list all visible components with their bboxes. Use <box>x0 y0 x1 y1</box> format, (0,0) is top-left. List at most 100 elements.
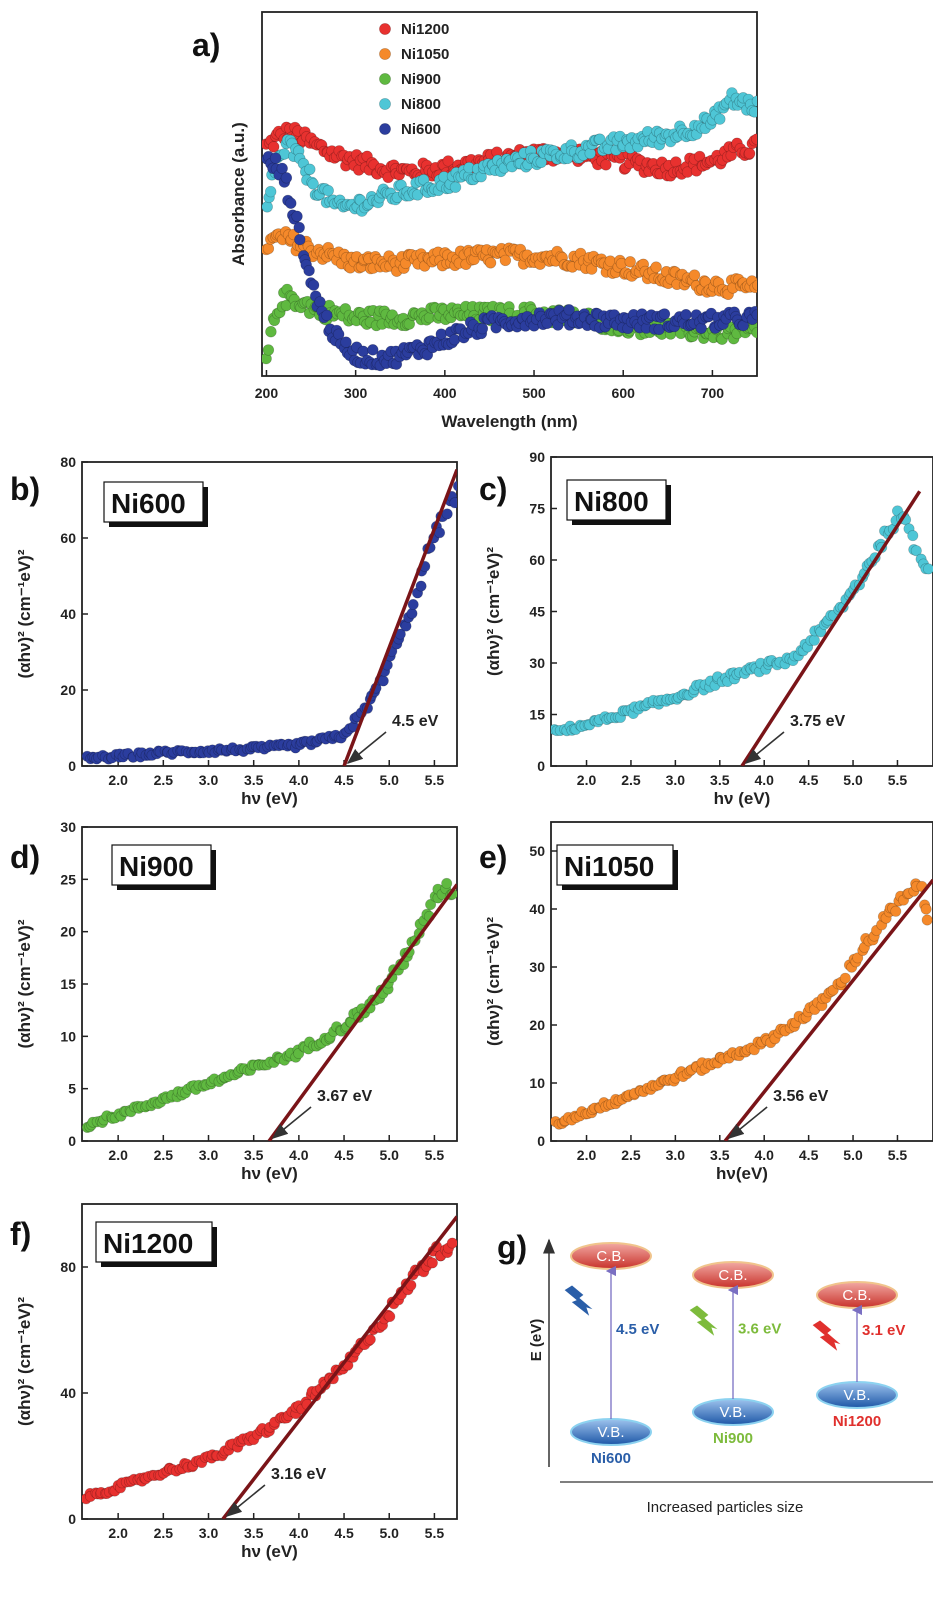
y-tick-label: 10 <box>60 1028 76 1044</box>
gap-label: 3.1 eV <box>862 1322 905 1339</box>
legend-label: Ni600 <box>401 121 441 138</box>
data-point <box>923 563 933 575</box>
y-tick-label: 0 <box>537 1133 545 1149</box>
x-axis-label: hν (eV) <box>241 1164 298 1183</box>
data-point <box>907 530 919 542</box>
x-tick-label: 5.5 <box>425 772 445 788</box>
y-tick-label: 0 <box>68 1511 76 1527</box>
data-point <box>307 178 319 190</box>
data-point <box>476 322 489 335</box>
x-axis-label: hν (eV) <box>241 1542 298 1561</box>
legend-label: Ni1200 <box>401 21 449 38</box>
name-tag-box <box>95 1221 213 1263</box>
x-tick-label: 4.5 <box>799 772 819 788</box>
plot-frame <box>261 11 758 377</box>
panel-ni800: 2.0 2.5 3.0 3.5 4.0 4.5 5.0 5.5 0 15 30 45 60 75 90 hν … <box>479 449 933 808</box>
x-tick-label: 3.0 <box>199 1147 219 1163</box>
panel-ni600: 2.0 2.5 3.0 3.5 4.0 4.5 5.0 5.5 0 20 40 60 80 hν (eV)… <box>10 454 458 808</box>
data-point <box>265 185 277 198</box>
y-tick-label: 75 <box>529 501 545 517</box>
x-tick-label: 4.0 <box>289 1525 309 1541</box>
bandgap-label: 3.75 eV <box>790 713 845 730</box>
x-tick-label: 2.0 <box>108 1525 128 1541</box>
panel-absorbance: 200 300 400 500 600 700 Wavelength (nm) Absorba… <box>192 11 758 431</box>
data-point <box>280 172 293 184</box>
data-points <box>82 1237 457 1505</box>
x-tick-label: 4.5 <box>334 772 354 788</box>
bandgap-arrow <box>271 1106 312 1140</box>
data-points <box>82 480 457 765</box>
y-tick-label: 0 <box>68 758 76 774</box>
data-point <box>563 304 575 316</box>
data-point <box>808 634 820 646</box>
x-tick-label: 4.5 <box>799 1147 819 1163</box>
linear-fit-line <box>267 883 457 1141</box>
data-point <box>852 952 864 964</box>
data-point <box>594 133 606 145</box>
data-point <box>448 334 461 346</box>
y-tick-label: 0 <box>68 1133 76 1149</box>
x-tick-label: 3.5 <box>244 1147 264 1163</box>
y-tick-label: 80 <box>60 454 76 470</box>
x-tick-label: 2.5 <box>154 772 174 788</box>
data-point <box>364 1334 376 1346</box>
x-tick-label: 3.5 <box>244 1525 264 1541</box>
data-point <box>293 221 305 234</box>
data-point <box>304 163 316 176</box>
data-point <box>314 296 326 308</box>
data-point <box>695 322 707 334</box>
panel-ni900: 2.0 2.5 3.0 3.5 4.0 4.5 5.0 5.5 0 5 10 15 20 25 30 hν (… <box>10 819 458 1183</box>
data-point <box>449 497 457 509</box>
panel-letter: g) <box>497 1229 527 1265</box>
bandgap-arrow <box>727 1106 768 1140</box>
light-bolt-icon <box>563 1284 595 1319</box>
x-tick-label: 2.5 <box>154 1525 174 1541</box>
x-tick-label: 4.0 <box>754 1147 774 1163</box>
y-tick-label: 60 <box>529 552 545 568</box>
data-point <box>752 279 757 291</box>
data-point <box>303 264 315 277</box>
x-tick-label: 200 <box>255 385 279 401</box>
x-tick-label: 3.5 <box>710 1147 730 1163</box>
data-point <box>751 95 757 107</box>
data-point <box>484 257 497 269</box>
data-point <box>384 1311 396 1323</box>
name-tag: Ni1200 <box>103 1228 193 1259</box>
legend-marker <box>379 123 391 135</box>
data-point <box>441 877 453 889</box>
vb-label: V.B. <box>598 1424 625 1441</box>
data-point <box>680 309 692 321</box>
name-tag: Ni900 <box>119 851 194 882</box>
data-point <box>624 256 636 268</box>
cb-label: C.B. <box>596 1248 625 1265</box>
panel-letter: c) <box>479 471 507 507</box>
data-point <box>340 336 352 348</box>
series-ni1050 <box>262 226 757 300</box>
name-tag-box <box>103 481 204 523</box>
data-point <box>442 155 454 167</box>
x-tick-label: 300 <box>344 385 368 401</box>
legend-marker <box>379 23 391 35</box>
name-tag: Ni600 <box>111 488 186 519</box>
data-point <box>262 344 275 356</box>
linear-fit-line <box>723 878 933 1141</box>
data-point <box>452 480 457 492</box>
bandgap-label: 3.56 eV <box>773 1088 828 1105</box>
name-tag: Ni1050 <box>564 851 654 882</box>
sample-name: Ni600 <box>591 1450 631 1467</box>
y-tick-label: 90 <box>529 449 545 465</box>
bandgap-arrow <box>346 731 387 765</box>
data-points <box>551 878 933 1130</box>
data-point <box>890 905 902 917</box>
y-tick-label: 40 <box>529 901 545 917</box>
name-tag-box <box>556 844 674 886</box>
light-bolt-icon <box>811 1319 843 1354</box>
data-point <box>276 162 288 175</box>
x-tick-label: 600 <box>612 385 636 401</box>
x-tick-label: 5.0 <box>379 772 399 788</box>
y-tick-label: 20 <box>60 924 76 940</box>
band-ni1200: C.B. V.B. 3.1 eV Ni1200 <box>811 1281 905 1430</box>
data-point <box>269 152 282 164</box>
y-tick-label: 10 <box>529 1075 545 1091</box>
